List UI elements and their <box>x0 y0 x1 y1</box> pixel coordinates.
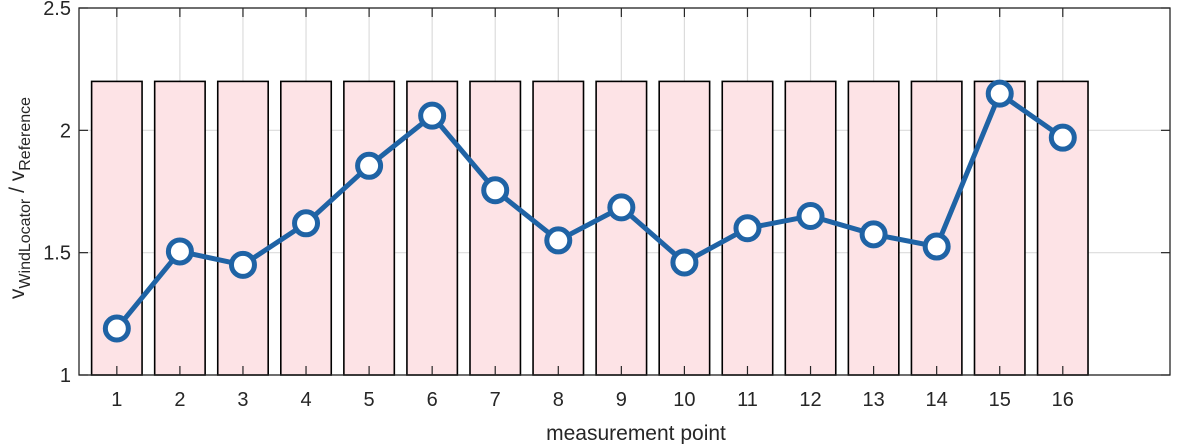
y-tick-label: 2.5 <box>43 0 71 20</box>
y-label-v2: v <box>6 170 29 181</box>
data-point <box>733 214 762 243</box>
data-point <box>418 101 447 130</box>
x-tick-label: 4 <box>300 389 311 411</box>
y-tick-label: 2 <box>60 120 71 142</box>
x-tick-label: 11 <box>737 389 758 411</box>
series-line <box>102 79 1077 343</box>
data-point <box>859 220 888 249</box>
axes-frame <box>78 7 1171 376</box>
x-tick-label: 3 <box>237 389 248 411</box>
x-tick-label: 2 <box>174 389 185 411</box>
data-point <box>544 226 573 255</box>
bar <box>469 80 522 376</box>
y-label-v1: v <box>6 288 29 299</box>
data-point <box>355 151 384 180</box>
data-point <box>292 209 321 238</box>
series-polyline <box>114 91 1065 331</box>
y-tick-label: 1 <box>60 365 71 387</box>
x-tick-label: 5 <box>364 389 375 411</box>
data-point <box>1048 123 1077 152</box>
data-point <box>102 314 131 343</box>
x-tick-label: 9 <box>616 389 627 411</box>
data-point <box>165 237 194 266</box>
x-tick-label: 12 <box>799 389 821 411</box>
x-axis-label: measurement point <box>546 422 726 444</box>
y-axis-label: vWindLocator / vReference <box>6 97 34 299</box>
data-point <box>922 232 951 261</box>
bar <box>216 80 269 376</box>
x-tick-label: 16 <box>1052 389 1074 411</box>
x-tick-label: 14 <box>926 389 948 411</box>
bar <box>343 80 396 376</box>
axes-box <box>78 7 1171 376</box>
data-point <box>670 248 699 277</box>
x-tick-label: 7 <box>490 389 501 411</box>
y-tick-label: 1.5 <box>43 243 71 265</box>
bar <box>910 80 963 376</box>
x-tick-label: 8 <box>553 389 564 411</box>
y-label-sub2: Reference <box>17 97 34 171</box>
x-tick-label: 15 <box>989 389 1011 411</box>
data-point <box>607 193 636 222</box>
y-label-sep: / <box>6 181 29 199</box>
bar <box>973 80 1026 376</box>
x-tick-label: 1 <box>111 389 122 411</box>
x-tick-label: 13 <box>862 389 884 411</box>
bar <box>153 80 206 376</box>
x-tick-label: 10 <box>673 389 695 411</box>
y-label-sub1: WindLocator <box>17 198 34 288</box>
bar <box>658 80 711 376</box>
x-tick-label: 6 <box>427 389 438 411</box>
data-point <box>796 201 825 230</box>
data-point <box>481 176 510 205</box>
bar <box>595 80 648 376</box>
data-point <box>228 250 257 279</box>
data-point <box>985 79 1014 108</box>
